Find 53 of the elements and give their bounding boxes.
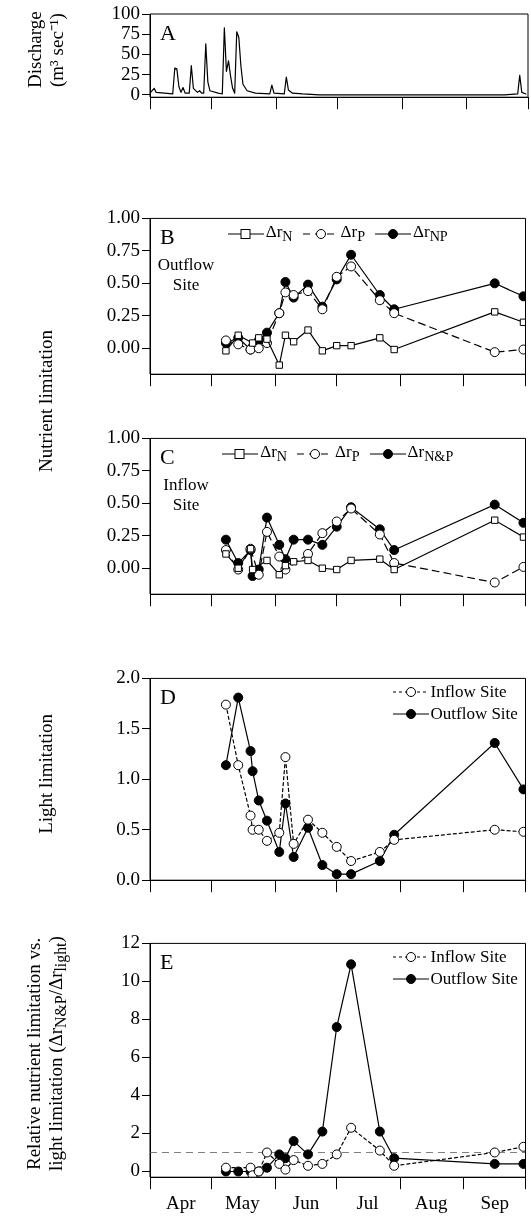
- y-tick-label: 6: [130, 1045, 140, 1067]
- y-tick-label: 0.75: [106, 238, 140, 260]
- annotation: Outflow Site: [157, 255, 216, 295]
- y-tick-label: 2.0: [116, 666, 140, 688]
- y-tick-label: 75: [121, 22, 140, 44]
- annotation: B: [160, 224, 175, 250]
- y-axis-title: Light limitation: [35, 714, 57, 834]
- y-tick-label: 0.50: [106, 271, 140, 293]
- annotation: D: [160, 684, 176, 710]
- y-tick-label: 8: [130, 1007, 140, 1029]
- legend-label: Δr$_{NP}$: [413, 222, 448, 246]
- annotation: E: [160, 949, 174, 975]
- y-tick-label: 0.00: [106, 336, 140, 358]
- y-tick-label: 0: [130, 1159, 140, 1181]
- y-tick-label: 100: [111, 1, 140, 23]
- x-tick-label: Aug: [414, 1191, 448, 1213]
- y-tick-label: 1.00: [106, 426, 140, 448]
- y-tick-label: 25: [121, 62, 140, 84]
- x-tick-label: Sep: [480, 1191, 509, 1213]
- legend-label: Δr$_{P}$: [335, 442, 360, 466]
- x-tick-label: Jun: [292, 1191, 320, 1213]
- y-tick-label: 12: [121, 931, 140, 953]
- x-tick-label: Apr: [166, 1191, 197, 1213]
- legend-label: Δr$_{N}$: [265, 222, 293, 246]
- y-axis-title: Discharge (m³ sec⁻¹): [24, 10, 68, 91]
- y-tick-label: 0.50: [106, 491, 140, 513]
- y-tick-label: 1.0: [116, 767, 140, 789]
- y-tick-label: 0.75: [106, 458, 140, 480]
- y-tick-label: 0.25: [106, 303, 140, 325]
- y-tick-label: 50: [121, 42, 140, 64]
- legend-label: Δr$_{P}$: [340, 222, 366, 246]
- y-axis-title: Nutrient limitation: [35, 330, 57, 472]
- legend-label: Outflow Site: [430, 704, 518, 725]
- legend-label: Inflow Site: [430, 947, 507, 968]
- x-tick-label: Jul: [356, 1191, 379, 1213]
- legend-label: Δr$_{N&P}$: [407, 442, 454, 466]
- annotation: Inflow Site: [163, 475, 210, 515]
- y-tick-label: 2: [130, 1121, 140, 1143]
- annotation: A: [160, 20, 176, 45]
- y-tick-label: 4: [130, 1083, 141, 1105]
- legend-label: Outflow Site: [430, 969, 518, 990]
- y-tick-label: 1.00: [106, 206, 140, 228]
- y-tick-label: 0.00: [106, 556, 140, 578]
- y-tick-label: 0: [130, 82, 140, 104]
- y-tick-label: 0.5: [116, 817, 140, 839]
- y-tick-label: 0.0: [116, 868, 140, 890]
- annotation: C: [160, 444, 175, 470]
- y-tick-label: 10: [121, 969, 140, 991]
- legend-label: Δr$_{N}$: [260, 442, 288, 466]
- x-tick-label: May: [224, 1191, 261, 1213]
- legend-label: Inflow Site: [430, 682, 507, 703]
- y-tick-label: 0.25: [106, 523, 140, 545]
- y-tick-label: 1.5: [116, 716, 140, 738]
